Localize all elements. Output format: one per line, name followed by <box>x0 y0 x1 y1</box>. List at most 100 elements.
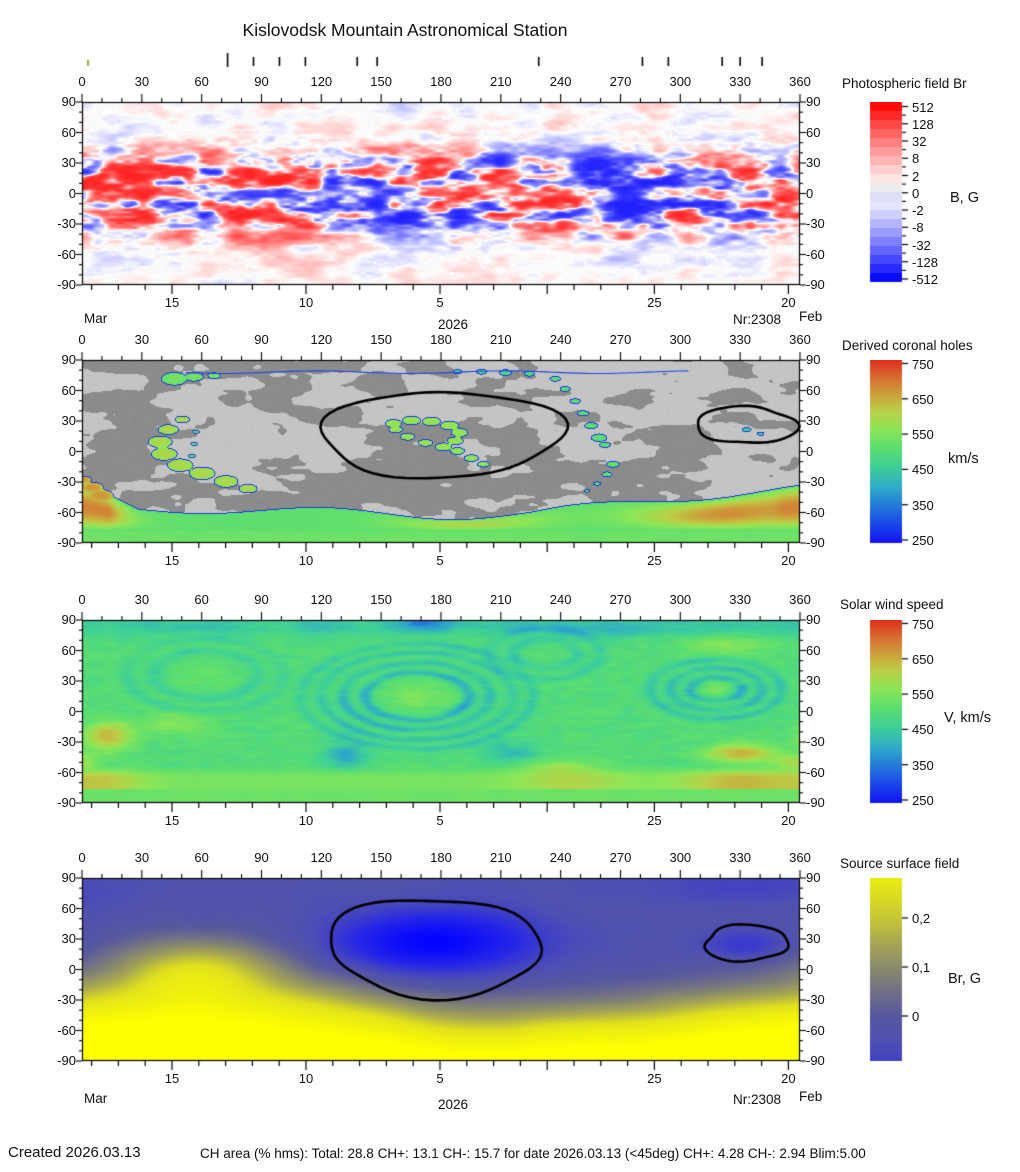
x-axis-tick-label: 150 <box>370 592 392 607</box>
date-tick-label: 25 <box>647 1071 662 1086</box>
y-axis-tick-label-left: 60 <box>61 382 76 398</box>
y-axis-tick-label-right: -90 <box>806 535 825 550</box>
y-axis-tick-label-right: 60 <box>806 124 821 140</box>
y-axis-tick-label-right: 90 <box>806 870 821 885</box>
y-axis-tick-label-left: -30 <box>57 216 76 231</box>
x-axis-tick-label: 90 <box>254 332 269 347</box>
coronal-holes-map-canvas <box>58 344 824 556</box>
y-axis-tick-label-left: -30 <box>57 992 76 1007</box>
x-axis-tick-label: 0 <box>78 74 86 89</box>
x-axis-tick-label: 360 <box>789 850 811 865</box>
x-axis-tick-label: 90 <box>254 74 269 89</box>
date-tick-label: 5 <box>436 1071 444 1086</box>
colorbar-tick-label: 550 <box>912 687 934 703</box>
colorbar-tick-label: 0 <box>912 185 920 201</box>
y-axis-tick-label-left: 0 <box>68 443 76 459</box>
y-axis-tick-label-right: -30 <box>806 992 825 1007</box>
x-axis-tick-label: 150 <box>370 74 392 89</box>
y-axis-tick-label-left: 30 <box>61 673 76 688</box>
date-tick-label: 10 <box>298 553 314 568</box>
colorbar-tick-label: 250 <box>912 533 934 548</box>
y-axis-tick-label-left: 0 <box>68 961 76 977</box>
colorbar-unit-label: B, G <box>950 190 980 206</box>
rotation-number-label: Nr:2308 <box>733 312 782 327</box>
colorbar-tick-label: 350 <box>912 497 934 513</box>
colorbar-tick-label: 0 <box>912 1009 920 1024</box>
x-axis-tick-label: 240 <box>549 850 572 865</box>
x-axis-tick-label: 300 <box>669 850 692 865</box>
y-axis-tick-label-right: 90 <box>806 352 821 367</box>
y-axis-tick-label-right: -30 <box>806 734 825 749</box>
y-axis-tick-label-right: 0 <box>806 185 814 201</box>
colorbar-tick-label: 128 <box>912 116 934 132</box>
y-axis-tick-label-left: 90 <box>61 94 76 109</box>
x-axis-tick-label: 180 <box>430 74 452 89</box>
colorbar-tick-label: 2 <box>912 168 920 184</box>
y-axis-tick-label-right: 30 <box>806 673 821 688</box>
rotation-number-label: Nr:2308 <box>733 1092 782 1107</box>
x-axis-tick-label: 210 <box>489 850 512 865</box>
x-axis-tick-label: 30 <box>134 332 150 347</box>
colorbar-tick-label: 550 <box>912 427 934 443</box>
date-tick-label: 5 <box>436 813 444 828</box>
colorbar-tick-label: 750 <box>912 356 934 372</box>
x-axis-tick-label: 330 <box>729 74 751 89</box>
colorbar-unit-label: Br, G <box>948 971 982 987</box>
x-axis-tick-label: 180 <box>430 592 452 607</box>
y-axis-tick-label-left: 60 <box>61 900 76 916</box>
y-axis-tick-label-right: -90 <box>806 1053 825 1068</box>
colorbar-title-solar-wind: Solar wind speed <box>840 597 944 612</box>
colorbar-tick-label: 512 <box>912 99 934 115</box>
x-axis-tick-label: 90 <box>254 592 269 607</box>
date-tick-label: 10 <box>298 295 314 310</box>
y-axis-tick-label-right: -60 <box>806 504 825 520</box>
y-axis-tick-label-left: 30 <box>61 931 76 946</box>
page-title: Kislovodsk Mountain Astronomical Station <box>242 20 568 40</box>
y-axis-tick-label-right: -60 <box>806 246 825 262</box>
y-axis-tick-label-right: 90 <box>806 612 821 627</box>
y-axis-tick-label-right: -90 <box>806 795 825 810</box>
colorbar-tick-label: 32 <box>912 134 927 149</box>
y-axis-tick-label-left: -30 <box>57 474 76 489</box>
x-axis-tick-label: 330 <box>729 592 751 607</box>
y-axis-tick-label-left: 30 <box>61 413 76 428</box>
date-tick-label: 10 <box>298 813 314 828</box>
y-axis-tick-label-right: -30 <box>806 216 825 231</box>
date-tick-label: 20 <box>781 553 796 568</box>
month-left-label: Mar <box>84 311 108 326</box>
source-surface-field-map-canvas <box>58 862 824 1074</box>
colorbar-tick-label: 450 <box>912 722 934 738</box>
colorbar-tick-label: 8 <box>912 151 920 167</box>
x-axis-tick-label: 120 <box>310 332 333 347</box>
y-axis-tick-label-left: -60 <box>57 246 76 262</box>
x-axis-tick-label: 360 <box>789 74 811 89</box>
date-tick-label: 15 <box>164 1071 180 1086</box>
colorbar-title-source-surface: Source surface field <box>840 856 960 871</box>
date-tick-label: 5 <box>436 295 444 310</box>
colorbar-tick-label: 650 <box>912 391 934 407</box>
y-axis-tick-label-left: 30 <box>61 155 76 170</box>
colorbar-tick-label: -512 <box>912 272 939 287</box>
x-axis-tick-label: 180 <box>430 332 452 347</box>
x-axis-tick-label: 120 <box>310 592 333 607</box>
y-axis-tick-label-left: -60 <box>57 1022 76 1038</box>
x-axis-tick-label: 330 <box>729 850 751 865</box>
x-axis-tick-label: 240 <box>549 74 572 89</box>
solar-wind-speed-colorbar <box>868 620 914 805</box>
y-axis-tick-label-left: -90 <box>57 795 76 810</box>
y-axis-tick-label-left: -90 <box>57 277 76 292</box>
y-axis-tick-label-right: 60 <box>806 382 821 398</box>
date-tick-label: 20 <box>781 1071 796 1086</box>
x-axis-tick-label: 360 <box>789 332 811 347</box>
y-axis-tick-label-left: -90 <box>57 535 76 550</box>
month-right-label: Feb <box>799 309 823 324</box>
colorbar-tick-label: 450 <box>912 462 934 478</box>
x-axis-tick-label: 270 <box>609 592 632 607</box>
y-axis-tick-label-left: 0 <box>68 185 76 201</box>
x-axis-tick-label: 120 <box>310 74 333 89</box>
colorbar-tick-label: -32 <box>912 237 931 253</box>
colorbar-tick-label: 750 <box>912 616 934 632</box>
x-axis-tick-label: 0 <box>78 850 86 865</box>
